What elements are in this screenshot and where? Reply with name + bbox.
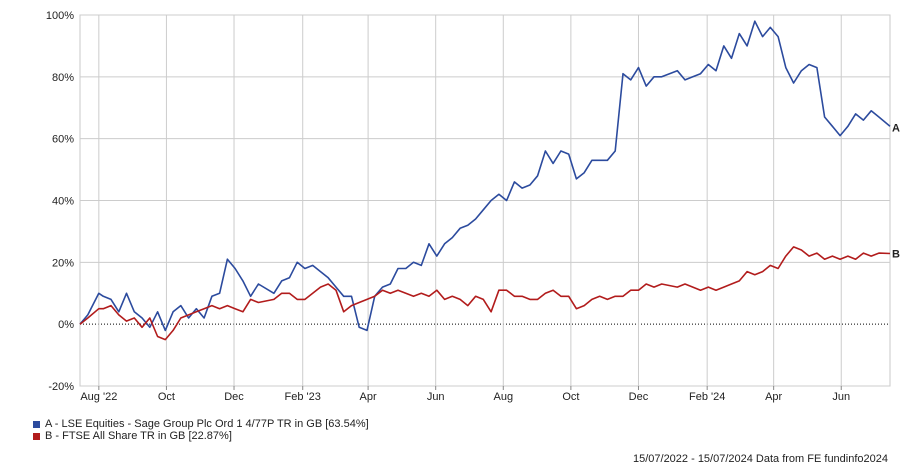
series-line-a [79, 20, 891, 332]
series-line-b [79, 246, 891, 341]
legend-label-a: A - LSE Equities - Sage Group Plc Ord 1 … [45, 418, 369, 430]
x-tick-label: Aug [493, 391, 513, 403]
x-tick-label: Apr [765, 391, 782, 403]
source-footer: 15/07/2022 - 15/07/2024 Data from FE fun… [632, 453, 888, 465]
y-tick-label: 0% [58, 319, 74, 331]
end-labels: AB [892, 123, 900, 261]
y-tick-label: 20% [52, 257, 74, 269]
y-tick-label: -20% [48, 381, 74, 393]
x-tick-label: Oct [562, 391, 579, 403]
legend-item-b: B - FTSE All Share TR in GB [22.87%] [33, 430, 369, 442]
y-tick-label: 100% [46, 10, 74, 22]
x-tick-label: Jun [832, 391, 850, 403]
x-tick-label: Dec [629, 391, 649, 403]
x-tick-label: Jun [427, 391, 445, 403]
legend-swatch-b [33, 432, 40, 440]
grid [79, 14, 891, 387]
legend: A - LSE Equities - Sage Group Plc Ord 1 … [33, 418, 369, 442]
y-tick-label: 40% [52, 196, 74, 208]
x-tick-label: Feb '24 [689, 391, 725, 403]
line-chart: -20% 0% 20% 40% 60% 80% 100% Aug '22 Oct Dec Feb … [46, 10, 900, 403]
x-tick-label: Oct [158, 391, 175, 403]
end-label-b: B [892, 248, 900, 260]
x-tick-label: Dec [224, 391, 244, 403]
series-lines [79, 20, 891, 341]
y-tick-label: 60% [52, 134, 74, 146]
legend-label-b: B - FTSE All Share TR in GB [22.87%] [45, 430, 232, 442]
y-axis: -20% 0% 20% 40% 60% 80% 100% [46, 10, 74, 393]
legend-swatch-a [33, 420, 40, 428]
y-tick-label: 80% [52, 72, 74, 84]
x-tick-label: Feb '23 [285, 391, 321, 403]
x-tick-label: Aug '22 [80, 391, 117, 403]
x-tick-label: Apr [360, 391, 377, 403]
x-axis: Aug '22 Oct Dec Feb '23 Apr Jun Aug Oct Dec Feb '… [80, 386, 850, 403]
legend-item-a: A - LSE Equities - Sage Group Plc Ord 1 … [33, 418, 369, 430]
end-label-a: A [892, 123, 900, 135]
